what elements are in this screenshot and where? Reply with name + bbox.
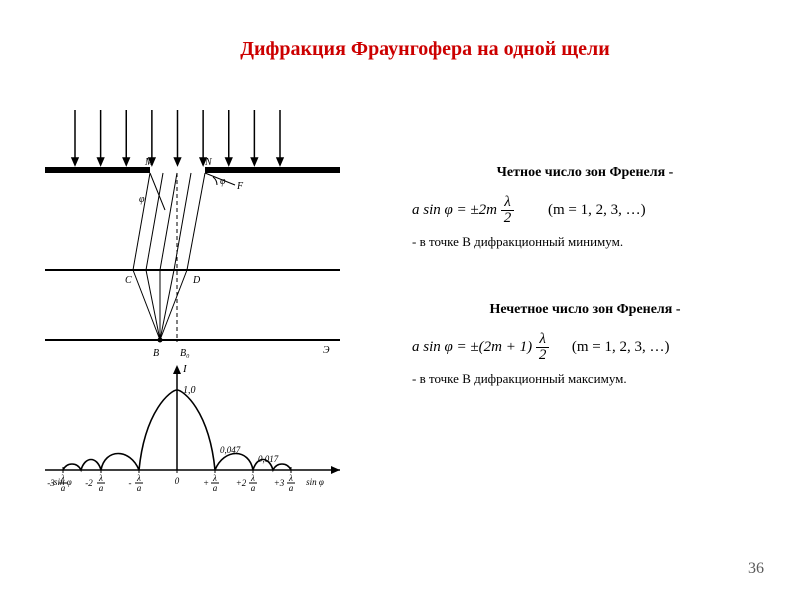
label-D: D: [192, 275, 201, 286]
svg-text:λ: λ: [250, 473, 255, 483]
label-side2: 0,017: [258, 454, 279, 464]
label-F: F: [236, 181, 244, 192]
svg-text:λ: λ: [212, 473, 217, 483]
svg-text:0: 0: [175, 476, 180, 486]
label-I: I: [182, 363, 188, 375]
page-number: 36: [748, 560, 764, 578]
svg-text:λ: λ: [60, 473, 65, 483]
label-side1: 0,047: [220, 445, 241, 455]
svg-text:a: a: [99, 483, 104, 493]
svg-text:λ: λ: [136, 473, 141, 483]
label-phi-top: φ: [220, 176, 226, 187]
barrier-left: [45, 167, 150, 173]
svg-text:+: +: [203, 478, 209, 488]
label-C: C: [125, 275, 132, 286]
page-title: Дифракция Фраунгофера на одной щели: [0, 38, 800, 61]
label-E: Э: [323, 345, 330, 356]
svg-text:-3: -3: [47, 478, 55, 488]
svg-text:a: a: [213, 483, 218, 493]
diffraction-diagram: M N φ F φ C D Э B: [45, 110, 340, 510]
label-M: M: [144, 157, 154, 168]
right-column: Четное число зон Френеля - a sin φ = ±2m…: [400, 165, 770, 415]
svg-text:+2: +2: [236, 478, 247, 488]
even-condition: - в точке В дифракционный минимум.: [412, 234, 770, 250]
odd-condition: - в точке В дифракционный максимум.: [412, 371, 770, 387]
svg-text:a: a: [289, 483, 294, 493]
svg-text:λ: λ: [98, 473, 103, 483]
svg-text:a: a: [251, 483, 256, 493]
svg-text:sin φ: sin φ: [306, 477, 324, 487]
odd-title: Нечетное число зон Френеля -: [400, 302, 770, 318]
even-title: Четное число зон Френеля -: [400, 165, 770, 181]
label-N: N: [204, 157, 213, 168]
label-B: B: [153, 348, 159, 359]
label-B0: B₀: [180, 348, 190, 359]
svg-text:a: a: [137, 483, 142, 493]
odd-formula: a sin φ = ±(2m + 1) λ 2 (m = 1, 2, 3, …): [412, 332, 770, 363]
svg-text:a: a: [61, 483, 66, 493]
svg-text:λ: λ: [288, 473, 293, 483]
svg-text:+3: +3: [274, 478, 285, 488]
even-formula: a sin φ = ±2m λ 2 (m = 1, 2, 3, …): [412, 195, 770, 226]
axis-ticks: -sin φ -2λa -λa 0 +λa +2λa +3λa -3λa sin…: [47, 473, 324, 493]
svg-text:-: -: [129, 478, 132, 488]
barrier-right: [205, 167, 340, 173]
label-phi-left: φ: [139, 194, 145, 205]
svg-text:-2: -2: [85, 478, 93, 488]
